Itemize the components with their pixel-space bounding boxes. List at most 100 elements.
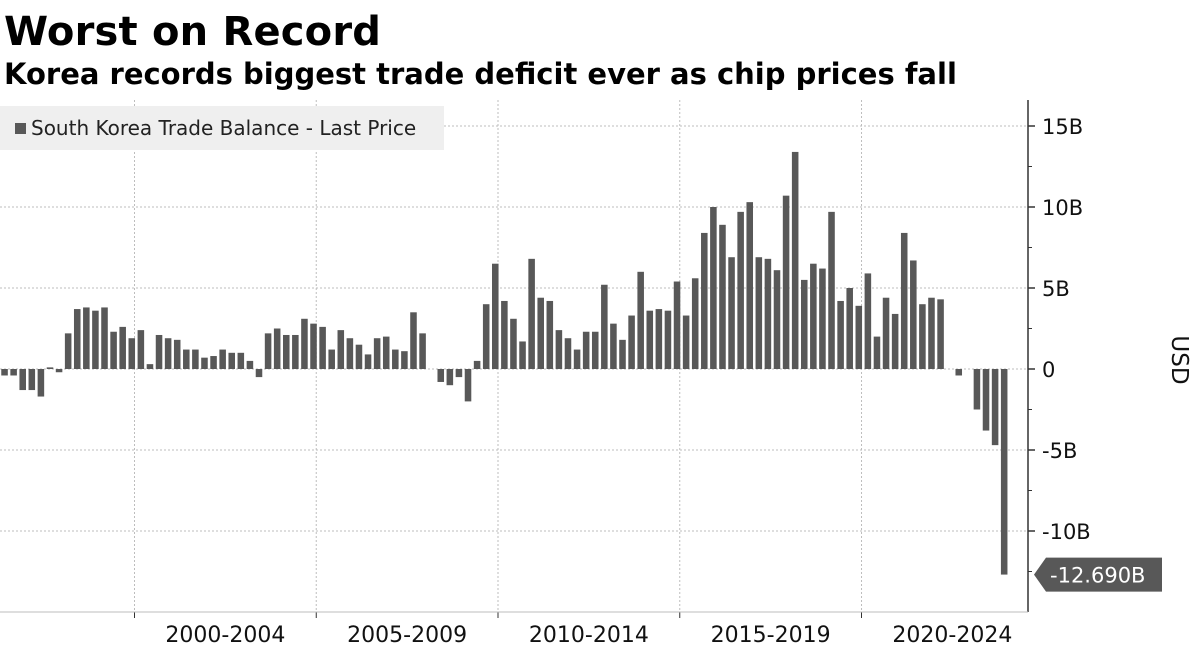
bar — [564, 338, 572, 369]
bar — [328, 349, 335, 369]
bar — [619, 339, 626, 369]
bar — [210, 356, 217, 369]
bar — [910, 260, 917, 369]
bar — [19, 369, 26, 391]
bar — [710, 207, 717, 369]
bar — [773, 270, 781, 369]
bar — [1000, 369, 1008, 575]
axis-layer — [0, 100, 1035, 618]
bar — [46, 367, 54, 369]
bar — [755, 257, 763, 369]
bar — [237, 352, 245, 369]
bar — [691, 278, 699, 369]
bar — [37, 369, 45, 397]
bar — [846, 288, 853, 369]
y-tick-label: 5B — [1042, 277, 1070, 301]
bar — [273, 328, 281, 369]
bar — [655, 309, 663, 369]
bar — [201, 357, 208, 369]
bar — [119, 326, 126, 369]
bar — [528, 258, 535, 369]
y-axis-title: USD — [1166, 335, 1192, 384]
bar — [301, 318, 308, 369]
bar — [791, 151, 799, 369]
bar — [837, 300, 844, 369]
bar — [55, 369, 63, 373]
bar — [664, 310, 672, 369]
bar — [1, 369, 8, 376]
bar — [546, 300, 554, 369]
bar — [101, 307, 108, 369]
legend-label: South Korea Trade Balance - Last Price — [31, 116, 417, 140]
bar-layer — [1, 151, 1008, 575]
bar — [173, 339, 181, 369]
bar — [682, 315, 690, 369]
bar — [192, 349, 199, 369]
bar — [10, 369, 17, 376]
bar — [582, 331, 590, 369]
bar — [255, 369, 263, 378]
bar — [228, 352, 236, 369]
bar — [310, 323, 317, 369]
bar — [800, 279, 808, 369]
x-tick-label: 2000-2004 — [165, 623, 285, 648]
bar — [764, 258, 772, 369]
bar — [573, 349, 581, 369]
bar — [873, 336, 881, 369]
bar — [473, 360, 481, 369]
bar — [673, 281, 681, 369]
bar — [746, 202, 754, 369]
bar — [410, 312, 417, 369]
bar — [928, 297, 935, 369]
bar — [501, 300, 508, 369]
bar — [482, 304, 490, 369]
bar — [937, 299, 944, 369]
bar — [164, 338, 172, 369]
bar — [183, 349, 190, 369]
bar — [855, 305, 863, 369]
last-value-label: -12.690B — [1050, 564, 1145, 588]
bar — [819, 268, 826, 369]
bar — [437, 369, 445, 382]
bar — [810, 263, 817, 369]
bar — [510, 318, 517, 369]
bar — [146, 364, 154, 369]
bar — [446, 369, 454, 386]
bar — [637, 271, 644, 369]
y-tick-label: -10B — [1042, 520, 1091, 544]
bar — [519, 341, 526, 369]
bar — [955, 369, 963, 376]
bar — [364, 354, 372, 369]
bar — [246, 360, 254, 369]
bar — [973, 369, 981, 410]
bar — [601, 284, 608, 369]
bar — [719, 224, 726, 369]
bar — [882, 297, 890, 369]
bar — [83, 307, 90, 369]
bar — [319, 326, 326, 369]
bar — [110, 331, 117, 369]
bar — [464, 369, 472, 402]
x-tick-label: 2010-2014 — [529, 623, 649, 648]
x-tick-label: 2015-2019 — [711, 623, 831, 648]
chart-subtitle: Korea records biggest trade deficit ever… — [4, 57, 957, 91]
bar — [128, 338, 136, 369]
bar — [628, 315, 635, 369]
bar — [828, 211, 835, 369]
bar — [991, 369, 999, 446]
bar — [891, 313, 899, 369]
bar — [737, 211, 744, 369]
x-tick-label: 2005-2009 — [347, 623, 467, 648]
bar — [782, 195, 790, 369]
chart-title: Worst on Record — [4, 9, 382, 55]
bar — [419, 333, 426, 369]
bar — [401, 351, 408, 369]
bar — [28, 369, 36, 391]
bar — [610, 323, 617, 369]
bar — [555, 330, 563, 369]
bar — [292, 334, 299, 369]
bar — [92, 310, 99, 369]
bar — [155, 334, 163, 369]
